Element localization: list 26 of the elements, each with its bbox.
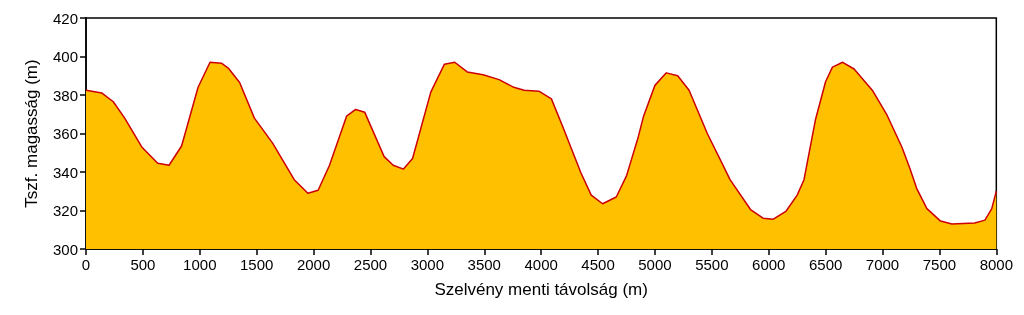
- x-tick-label: 7500: [922, 256, 957, 273]
- x-tick-label: 500: [130, 256, 156, 273]
- x-tick-label: 5500: [695, 256, 729, 273]
- x-tick-label: 3000: [410, 256, 445, 273]
- y-tick-label: 340: [52, 163, 78, 181]
- y-tick-label: 380: [52, 86, 78, 104]
- y-axis-title: Tszf. magasság (m): [22, 59, 41, 208]
- x-tick-label: 4500: [581, 256, 615, 273]
- x-tick-label: 1500: [240, 256, 274, 273]
- x-tick-label: 4000: [524, 256, 558, 273]
- x-tick-label: 2000: [296, 256, 331, 273]
- x-tick-label: 2500: [353, 256, 388, 273]
- x-tick-label: 6500: [808, 256, 843, 273]
- x-tick-label: 7000: [865, 256, 900, 273]
- x-tick-label: 3500: [467, 256, 501, 273]
- x-tick-label: 6000: [752, 256, 786, 273]
- y-tick-label: 400: [52, 48, 78, 65]
- x-axis-title: Szelvény menti távolság (m): [434, 280, 648, 299]
- y-tick-label: 320: [52, 202, 78, 219]
- x-tick-label: 1000: [183, 256, 217, 273]
- y-tick-label: 300: [52, 240, 78, 258]
- y-tick-label: 360: [52, 125, 78, 142]
- y-tick-label: 420: [52, 9, 78, 27]
- x-tick-label: 0: [81, 256, 91, 273]
- x-tick-label: 8000: [979, 256, 1013, 273]
- x-tick-label: 5000: [638, 256, 672, 273]
